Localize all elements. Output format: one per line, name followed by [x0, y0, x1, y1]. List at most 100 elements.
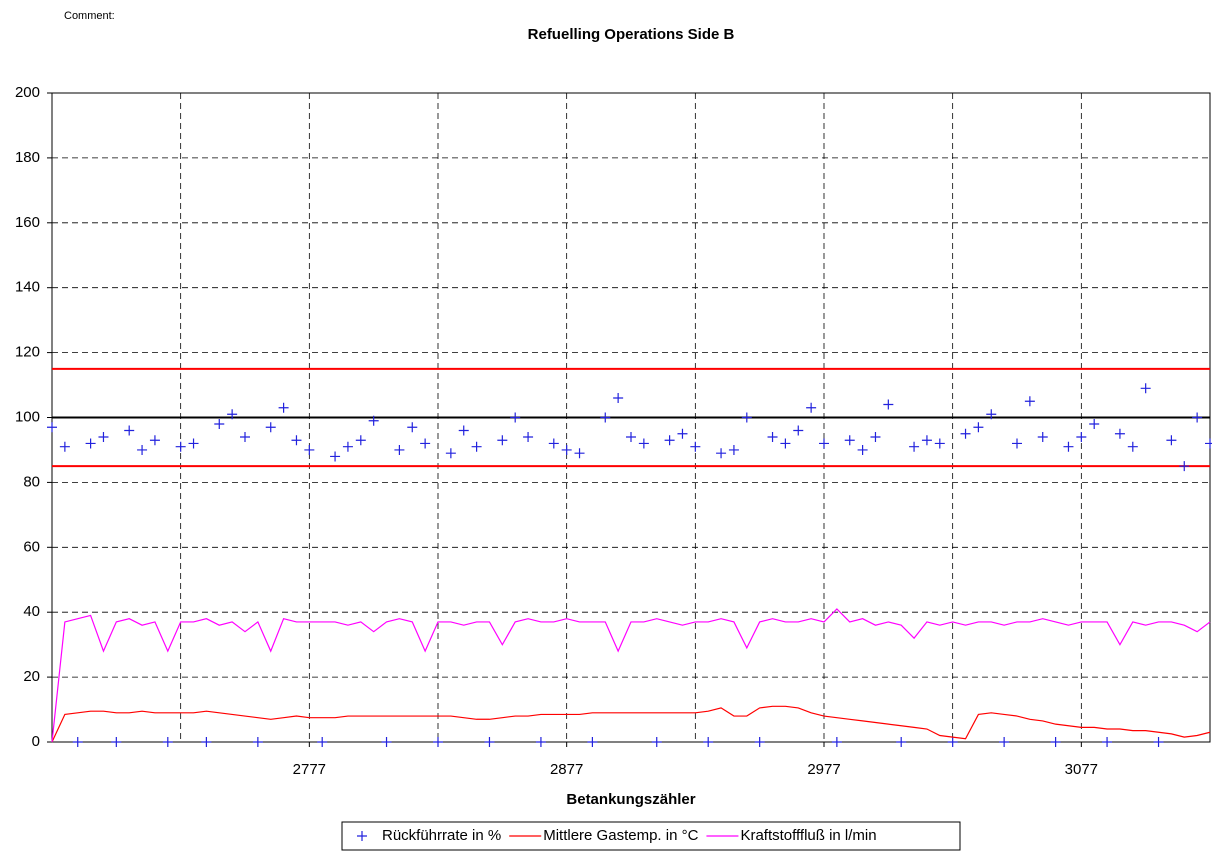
data-point — [265, 422, 276, 433]
data-point — [59, 441, 70, 452]
data-point — [548, 438, 559, 449]
data-point — [664, 435, 675, 446]
data-point — [651, 737, 662, 747]
legend-symbol — [357, 831, 367, 841]
data-point — [510, 412, 521, 423]
comment: Comment: — [64, 10, 115, 22]
data-point — [304, 444, 315, 455]
data-point — [1114, 428, 1125, 439]
data-point — [227, 409, 238, 420]
data-point — [934, 438, 945, 449]
data-point — [844, 435, 855, 446]
data-point — [72, 737, 83, 747]
data-point — [780, 438, 791, 449]
data-point — [291, 435, 302, 446]
data-point — [806, 402, 817, 413]
data-point — [574, 448, 585, 459]
data-point — [1089, 418, 1100, 429]
data-point — [1102, 737, 1113, 747]
y-tick-label: 80 — [23, 473, 40, 490]
data-point — [433, 737, 443, 747]
x-tick-label: 2977 — [807, 761, 840, 778]
data-point — [690, 441, 701, 452]
data-point — [896, 737, 907, 747]
data-line — [51, 608, 1211, 743]
data-point — [703, 737, 714, 747]
data-point — [458, 425, 469, 436]
data-point — [741, 412, 752, 423]
data-point — [137, 444, 148, 455]
data-point — [1192, 412, 1203, 423]
data-point — [960, 428, 971, 439]
data-point — [1024, 396, 1035, 407]
data-point — [1012, 438, 1022, 449]
legend: Rückführrate in % Mittlere Gastemp. in °C… — [341, 821, 961, 851]
data-point — [1127, 441, 1138, 452]
data-point — [535, 737, 546, 747]
data-point — [484, 737, 495, 747]
data-point — [471, 441, 482, 452]
data-point — [600, 412, 611, 423]
data-point — [214, 418, 225, 429]
data-point — [175, 441, 186, 452]
chart-title: Refuelling Operations Side B — [528, 26, 735, 43]
data-point — [909, 441, 920, 452]
data-point — [870, 431, 881, 442]
data-point — [754, 737, 765, 747]
data-point — [317, 737, 328, 747]
data-point — [240, 431, 250, 442]
y-tick-label: 200 — [15, 84, 40, 101]
data-point — [497, 435, 508, 446]
data-point — [1037, 431, 1048, 442]
data-point — [124, 425, 135, 436]
data-point — [1205, 438, 1212, 449]
data-point — [728, 444, 739, 455]
data-point — [947, 737, 958, 747]
legend-label: Kraftstofffluß in l/min — [740, 827, 876, 844]
data-point — [407, 422, 418, 433]
x-tick-label: 3077 — [1065, 761, 1098, 778]
data-point — [342, 441, 353, 452]
data-point — [98, 431, 109, 442]
y-tick-label: 100 — [15, 408, 40, 425]
data-point — [716, 448, 727, 459]
data-point — [278, 402, 289, 413]
data-point — [1076, 431, 1087, 442]
data-point — [420, 438, 431, 449]
data-point — [973, 422, 984, 433]
data-point — [1179, 461, 1190, 472]
data-point — [162, 737, 173, 747]
x-tick-label: 2877 — [550, 761, 583, 778]
y-tick-label: 60 — [23, 538, 40, 555]
data-point — [330, 451, 341, 462]
y-tick-label: 20 — [23, 668, 40, 685]
y-tick-label: 160 — [15, 214, 40, 231]
data-point — [368, 415, 379, 426]
data-point — [767, 431, 778, 442]
data-point — [626, 431, 636, 442]
data-point — [819, 438, 829, 449]
data-point — [921, 435, 932, 446]
data-point — [201, 737, 212, 747]
y-tick-label: 140 — [15, 279, 40, 296]
data-line — [51, 705, 1211, 743]
data-point — [561, 444, 572, 455]
data-point — [1063, 441, 1074, 452]
data-point — [1050, 737, 1061, 747]
data-point — [355, 435, 366, 446]
y-tick-label: 120 — [15, 344, 40, 361]
data-point — [1166, 435, 1177, 446]
data-point — [394, 444, 405, 455]
data-point — [883, 399, 894, 410]
legend-box — [341, 821, 961, 851]
data-point — [1153, 737, 1164, 747]
data-point — [638, 438, 649, 449]
data-point — [252, 737, 263, 747]
data-point — [111, 737, 122, 747]
data-point — [613, 393, 624, 404]
y-tick-label: 180 — [15, 149, 40, 166]
x-axis-label: Betankungszähler — [566, 791, 695, 808]
y-tick-label: 40 — [23, 603, 40, 620]
data-point — [149, 435, 160, 446]
data-point — [85, 438, 96, 449]
